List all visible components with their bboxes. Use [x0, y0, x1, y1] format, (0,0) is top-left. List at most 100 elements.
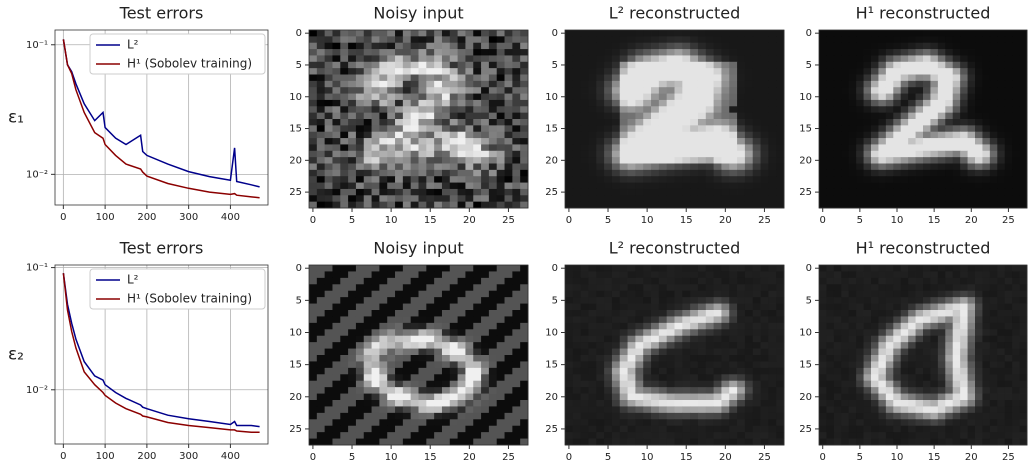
image-pixel — [604, 291, 612, 298]
image-pixel — [588, 439, 596, 446]
image-pixel — [403, 81, 411, 88]
image-pixel — [1012, 439, 1020, 446]
image-pixel — [753, 374, 761, 381]
image-pixel — [1012, 406, 1020, 413]
image-pixel — [604, 164, 612, 171]
image-pixel — [651, 297, 659, 304]
image-pixel — [776, 62, 784, 69]
image-pixel — [573, 164, 581, 171]
image-pixel — [682, 144, 690, 151]
image-pixel — [908, 387, 916, 394]
image-pixel — [604, 387, 612, 394]
image-pixel — [1005, 157, 1013, 164]
image-pixel — [667, 138, 675, 145]
image-pixel — [497, 49, 505, 56]
image-pixel — [325, 132, 333, 139]
image-pixel — [489, 94, 497, 101]
image-pixel — [505, 439, 513, 446]
image-pixel — [908, 68, 916, 75]
image-pixel — [690, 336, 698, 343]
image-pixel — [596, 439, 604, 446]
y-tick-label: 5 — [806, 295, 812, 306]
image-pixel — [651, 170, 659, 177]
image-pixel — [325, 62, 333, 69]
image-pixel — [682, 106, 690, 113]
image-pixel — [434, 132, 442, 139]
image-pixel — [387, 342, 395, 349]
image-pixel — [916, 368, 924, 375]
image-pixel — [512, 400, 520, 407]
image-pixel — [340, 400, 348, 407]
image-pixel — [317, 151, 325, 158]
image-pixel — [721, 278, 729, 285]
image-pixel — [938, 310, 946, 317]
image-pixel — [886, 94, 894, 101]
image-pixel — [458, 361, 466, 368]
image-pixel — [395, 291, 403, 298]
image-pixel — [450, 349, 458, 356]
image-pixel — [620, 426, 628, 433]
image-pixel — [659, 87, 667, 94]
image-pixel — [340, 349, 348, 356]
image-pixel — [745, 316, 753, 323]
image-pixel — [982, 381, 990, 388]
image-pixel — [982, 100, 990, 107]
image-pixel — [849, 100, 857, 107]
image-pixel — [916, 113, 924, 120]
image-pixel — [604, 132, 612, 139]
image-pixel — [442, 394, 450, 401]
image-pixel — [442, 100, 450, 107]
image-pixel — [465, 43, 473, 50]
image-pixel — [505, 304, 513, 311]
image-pixel — [776, 310, 784, 317]
image-pixel — [886, 202, 894, 209]
image-pixel — [465, 164, 473, 171]
image-pixel — [309, 75, 317, 82]
image-pixel — [729, 144, 737, 151]
panel-title: Test errors — [119, 239, 204, 258]
image-pixel — [714, 349, 722, 356]
image-pixel — [317, 329, 325, 336]
image-pixel — [332, 119, 340, 126]
image-pixel — [706, 195, 714, 202]
image-pixel — [565, 144, 573, 151]
image-pixel — [698, 43, 706, 50]
image-pixel — [849, 394, 857, 401]
image-pixel — [372, 361, 380, 368]
image-pixel — [387, 68, 395, 75]
image-pixel — [364, 157, 372, 164]
image-pixel — [982, 394, 990, 401]
image-pixel — [317, 183, 325, 190]
image-pixel — [1005, 323, 1013, 330]
image-pixel — [768, 381, 776, 388]
image-pixel — [364, 291, 372, 298]
image-pixel — [387, 119, 395, 126]
image-pixel — [340, 374, 348, 381]
image-pixel — [628, 100, 636, 107]
image-pixel — [878, 419, 886, 426]
image-pixel — [682, 125, 690, 132]
image-pixel — [628, 132, 636, 139]
image-pixel — [990, 432, 998, 439]
image-pixel — [489, 304, 497, 311]
image-pixel — [721, 151, 729, 158]
image-pixel — [497, 271, 505, 278]
image-pixel — [620, 413, 628, 420]
image-pixel — [317, 387, 325, 394]
image-pixel — [651, 36, 659, 43]
image-pixel — [387, 164, 395, 171]
image-pixel — [372, 349, 380, 356]
image-pixel — [628, 176, 636, 183]
image-pixel — [930, 106, 938, 113]
image-pixel — [489, 374, 497, 381]
image-pixel — [682, 195, 690, 202]
image-pixel — [419, 387, 427, 394]
image-pixel — [356, 183, 364, 190]
image-pixel — [604, 170, 612, 177]
image-pixel — [1012, 278, 1020, 285]
image-pixel — [628, 342, 636, 349]
image-pixel — [481, 271, 489, 278]
image-pixel — [675, 183, 683, 190]
image-pixel — [945, 49, 953, 56]
image-pixel — [465, 374, 473, 381]
